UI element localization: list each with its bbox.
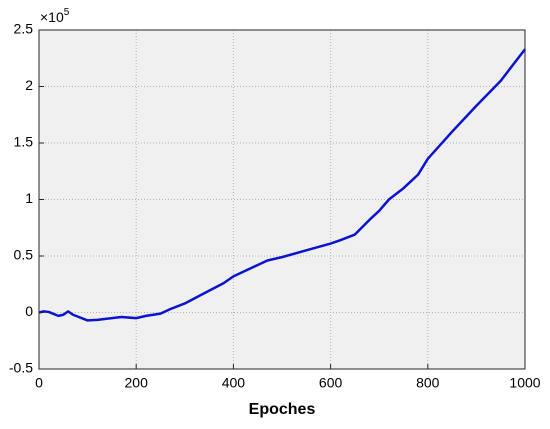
y-tick-label: 1: [25, 190, 33, 206]
y-tick-label: 1.5: [14, 134, 34, 150]
y-tick-label: 0.5: [14, 247, 34, 263]
x-axis-label: Epoches: [249, 401, 316, 418]
x-tick-label: 0: [35, 375, 43, 391]
marks: [38, 48, 526, 322]
y-tick-label: 0: [25, 303, 33, 319]
x-tick-label: 600: [319, 375, 343, 391]
x-tick-label: 1000: [509, 375, 540, 391]
x-tick-label: 800: [416, 375, 440, 391]
y-multiplier-exponent: 5: [64, 7, 70, 18]
y-tick-label: 2: [25, 77, 33, 93]
y-multiplier: ×105: [40, 7, 70, 25]
y-tick-label: 2.5: [14, 21, 34, 37]
line: [38, 48, 526, 322]
x-tick-label: 400: [222, 375, 246, 391]
y-tick-label: -0.5: [9, 360, 33, 376]
x-tick-label: 200: [125, 375, 149, 391]
y-multiplier-base: ×10: [40, 9, 64, 25]
